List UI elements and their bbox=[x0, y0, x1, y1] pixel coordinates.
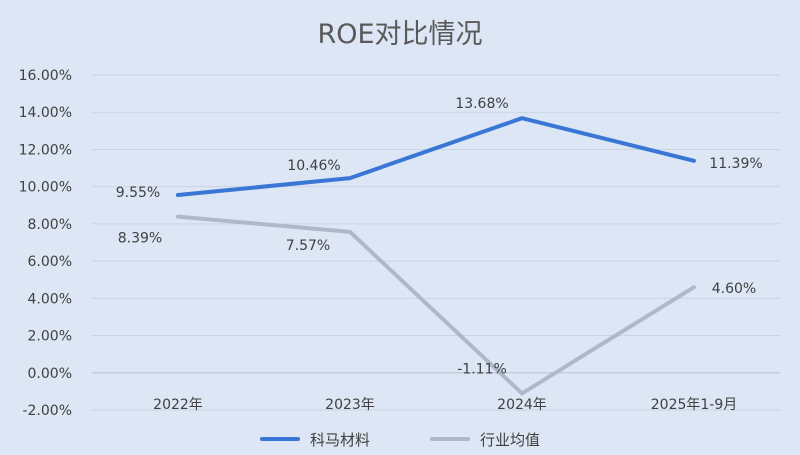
legend-label-series-2: 行业均值 bbox=[480, 430, 541, 449]
y-tick-label: 12.00% bbox=[19, 142, 72, 158]
chart-title: ROE对比情况 bbox=[317, 19, 483, 50]
y-tick-label: 8.00% bbox=[28, 217, 72, 233]
legend-swatch-series-1 bbox=[259, 437, 300, 441]
data-label: 11.39% bbox=[709, 156, 762, 172]
data-label: 13.68% bbox=[455, 96, 508, 112]
data-labels: 9.55% 10.46% 13.68% 11.39% 8.39% 7.57% -1.11% 4… bbox=[116, 96, 763, 377]
data-label: -1.11% bbox=[457, 361, 507, 377]
y-tick-label: 10.00% bbox=[19, 180, 72, 196]
legend-swatch-series-2 bbox=[430, 437, 470, 441]
y-tick-label: 6.00% bbox=[28, 254, 72, 270]
y-tick-label: 4.00% bbox=[28, 291, 72, 307]
data-label: 9.55% bbox=[116, 185, 160, 201]
data-label: 4.60% bbox=[712, 281, 756, 297]
data-label: 10.46% bbox=[287, 158, 340, 174]
series-line-1 bbox=[176, 116, 696, 198]
y-tick-label: -2.00% bbox=[22, 403, 72, 419]
grid-lines bbox=[92, 74, 780, 411]
data-label: 7.57% bbox=[286, 238, 330, 254]
axes: -2.00% 0.00% 2.00% 4.00% 6.00% 8.00% 10.00% 12.… bbox=[19, 68, 780, 419]
x-tick-label: 2023年 bbox=[325, 397, 375, 413]
x-tick-label: 2022年 bbox=[153, 397, 203, 413]
y-tick-label: 2.00% bbox=[28, 329, 72, 345]
legend-label-series-1: 科马材料 bbox=[309, 430, 370, 449]
legend-item-series-2: 行业均值 bbox=[430, 427, 540, 451]
y-tick-label: 0.00% bbox=[28, 366, 72, 382]
legend-item-series-1: 科马材料 bbox=[259, 427, 370, 451]
legend: 科马材料 行业均值 bbox=[0, 427, 800, 451]
series-line-2 bbox=[176, 214, 696, 396]
y-tick-label: 16.00% bbox=[19, 68, 72, 84]
x-tick-label: 2024年 bbox=[497, 397, 547, 413]
series-lines bbox=[176, 116, 696, 396]
x-tick-label: 2025年1-9月 bbox=[651, 397, 738, 413]
data-label: 8.39% bbox=[118, 231, 162, 247]
y-tick-label: 14.00% bbox=[19, 105, 72, 121]
